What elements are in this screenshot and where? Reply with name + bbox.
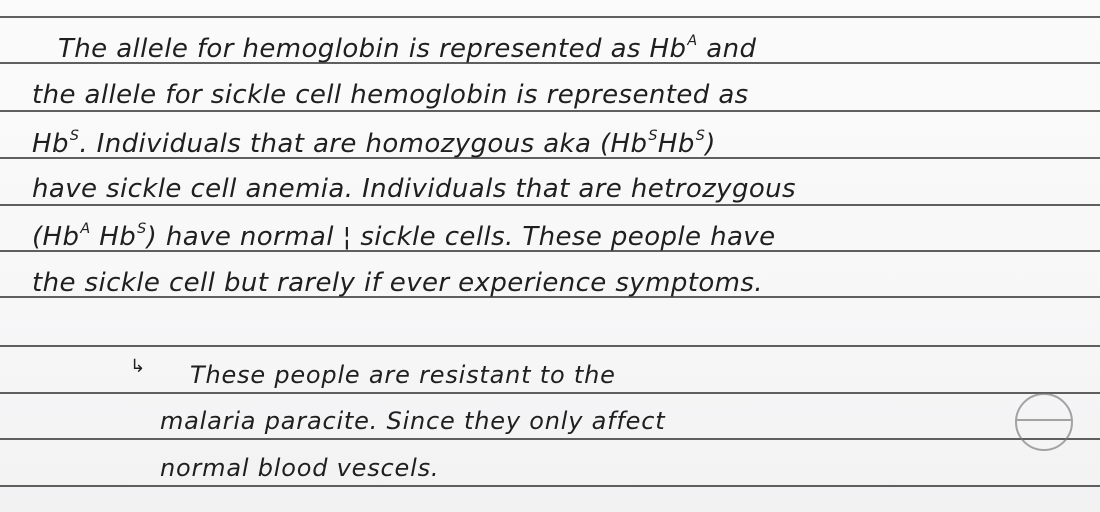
note-line-7-text: These people are resistant to the [190, 361, 616, 389]
ruled-line [0, 157, 1100, 159]
ruled-line [0, 438, 1100, 440]
allele-a-superscript: A [687, 33, 698, 49]
ruled-line [0, 62, 1100, 64]
note-line-5: (HbA HbS) have normal ¦ sickle cells. Th… [32, 222, 776, 250]
note-line-3: HbS. Individuals that are homozygous aka… [32, 129, 716, 157]
ruled-line [0, 392, 1100, 394]
ruled-line [0, 250, 1100, 252]
ruled-line [0, 110, 1100, 112]
ruled-line [0, 345, 1100, 347]
margin-circle-mark [1015, 393, 1073, 451]
ruled-line [0, 485, 1100, 487]
note-line-4: have sickle cell anemia. Individuals tha… [32, 176, 796, 202]
ruled-line [0, 296, 1100, 298]
note-line-5-text: (Hb [32, 222, 80, 253]
allele-s-superscript: S [695, 128, 706, 144]
note-line-6: the sickle cell but rarely if ever exper… [32, 270, 763, 296]
note-line-5-hb: Hb [90, 222, 137, 253]
note-line-7: These people are resistant to the [190, 363, 616, 387]
allele-s-superscript: S [69, 128, 80, 144]
ruled-line [0, 204, 1100, 206]
note-line-2-text: the allele for sickle cell hemoglobin is… [32, 80, 749, 110]
note-line-3-text: Hb [32, 129, 69, 160]
allele-a-superscript: A [80, 221, 91, 237]
note-line-9: normal blood vescels. [160, 456, 439, 480]
ruled-line [0, 16, 1100, 18]
note-line-5-tail: ) have normal ¦ sickle cells. These peop… [146, 222, 776, 253]
note-line-3-mid: . Individuals that are homozygous aka (H… [79, 129, 648, 160]
arrow-bullet: ↳ [130, 356, 146, 377]
note-line-3-hb: Hb [657, 129, 695, 160]
note-line-9-text: normal blood vescels. [160, 454, 440, 482]
note-line-1: The allele for hemoglobin is represented… [58, 34, 756, 62]
note-line-1-text: The allele for hemoglobin is represented… [58, 34, 687, 65]
note-line-2: the allele for sickle cell hemoglobin is… [32, 82, 749, 108]
note-line-6-text: the sickle cell but rarely if ever exper… [32, 268, 763, 298]
note-line-4-text: have sickle cell anemia. Individuals tha… [32, 174, 797, 204]
note-line-8-text: malaria paracite. Since they only affect [160, 407, 666, 435]
note-line-8: malaria paracite. Since they only affect [160, 409, 665, 433]
note-line-3-tail: ) [705, 129, 716, 160]
allele-s-superscript: S [137, 221, 147, 237]
allele-s-superscript: S [648, 128, 658, 144]
note-line-1-tail: and [697, 34, 757, 65]
